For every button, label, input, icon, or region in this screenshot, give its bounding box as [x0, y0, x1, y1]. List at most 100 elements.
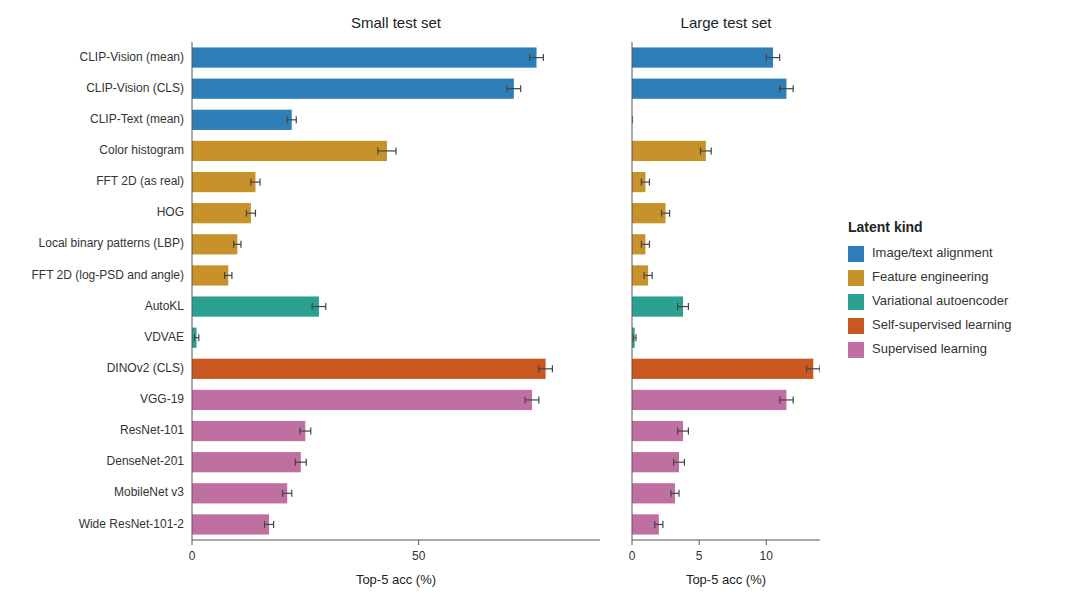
error-bar [530, 54, 544, 61]
category-label: AutoKL [145, 299, 185, 313]
legend-label: Image/text alignment [872, 245, 993, 260]
category-label: CLIP-Vision (mean) [80, 50, 184, 64]
legend-swatch [848, 318, 864, 334]
error-bar [678, 428, 689, 435]
error-bar [265, 521, 274, 528]
y-axis-line [632, 42, 633, 540]
error-bar [234, 241, 241, 248]
x-axis-line [632, 540, 820, 541]
marks [632, 47, 820, 534]
x-tick-label: 0 [629, 549, 636, 563]
category-label: DINOv2 (CLS) [107, 361, 184, 375]
error-bar [283, 490, 292, 497]
error-bar [641, 241, 649, 248]
x-axis-label: Top-5 acc (%) [686, 572, 766, 587]
error-bar [378, 147, 396, 154]
bar [192, 47, 537, 67]
legend: Latent kind Image/text alignment Feature e… [848, 219, 1011, 358]
x-tick [766, 540, 767, 545]
error-bar [225, 272, 232, 279]
bar [192, 390, 532, 410]
panel: Small test set 0 50 Top-5 acc (%) CLIP-Visio… [31, 14, 600, 587]
error-bar [655, 521, 663, 528]
x-tick [699, 540, 700, 545]
error-bar [644, 272, 652, 279]
bar [192, 110, 292, 130]
error-bar [641, 179, 649, 186]
bar [632, 47, 773, 67]
x-tick-label: 50 [412, 549, 426, 563]
error-bar [539, 365, 553, 372]
error-bar [287, 116, 296, 123]
panel: Large test set 0 5 10 Top-5 acc (%) [629, 14, 820, 587]
error-bar [300, 428, 311, 435]
bar [632, 359, 813, 379]
x-tick [418, 540, 419, 545]
legend-swatch [848, 294, 864, 310]
category-label: DenseNet-201 [107, 454, 185, 468]
error-bar [674, 459, 685, 466]
x-axis-line [192, 540, 600, 541]
category-label: MobileNet v3 [114, 485, 184, 499]
category-label: FFT 2D (as real) [96, 174, 184, 188]
error-bar [700, 147, 711, 154]
error-bar [251, 179, 260, 186]
category-label: ResNet-101 [120, 423, 184, 437]
x-tick-label: 10 [760, 549, 774, 563]
category-label: Color histogram [99, 143, 184, 157]
panel-title: Small test set [351, 14, 442, 31]
error-bar [662, 210, 670, 217]
bar [632, 483, 675, 503]
x-axis-label: Top-5 acc (%) [356, 572, 436, 587]
legend-label: Feature engineering [872, 269, 988, 284]
legend-title: Latent kind [848, 219, 923, 235]
marks [192, 47, 552, 534]
bar [192, 514, 269, 534]
bar [632, 514, 659, 534]
error-bar [671, 490, 679, 497]
legend-swatch [848, 246, 864, 262]
error-bar [766, 54, 779, 61]
category-label: HOG [157, 205, 184, 219]
bar [632, 79, 786, 99]
error-bar [633, 334, 636, 341]
error-bar [780, 396, 793, 403]
bar [632, 203, 666, 223]
error-bar [194, 334, 199, 341]
category-label: VDVAE [144, 330, 184, 344]
bar [632, 390, 786, 410]
bar [632, 452, 679, 472]
legend-swatch [848, 342, 864, 358]
bar [192, 234, 237, 254]
error-bar [678, 303, 689, 310]
bar [192, 452, 301, 472]
error-bar [295, 459, 306, 466]
bar [632, 421, 683, 441]
error-bar [780, 85, 793, 92]
bar [192, 203, 251, 223]
x-tick-label: 5 [696, 549, 703, 563]
legend-swatch [848, 270, 864, 286]
category-label: CLIP-Text (mean) [90, 112, 184, 126]
x-tick [632, 540, 633, 545]
error-bar [246, 210, 255, 217]
error-bar [525, 396, 539, 403]
x-tick [192, 540, 193, 545]
error-bar [312, 303, 326, 310]
category-label: CLIP-Vision (CLS) [86, 81, 184, 95]
legend-label: Self-supervised learning [872, 317, 1011, 332]
category-label: VGG-19 [140, 392, 184, 406]
legend-label: Variational autoencoder [872, 293, 1009, 308]
bar [192, 421, 305, 441]
error-bar [807, 365, 820, 372]
bar [192, 79, 514, 99]
x-tick-label: 0 [189, 549, 196, 563]
category-label: Local binary patterns (LBP) [39, 236, 184, 250]
chart: Small test set050Top-5 acc (%)CLIP-Visio… [0, 0, 1080, 614]
panel-title: Large test set [681, 14, 773, 31]
bar [192, 296, 319, 316]
category-label: FFT 2D (log-PSD and angle) [31, 268, 184, 282]
bar [192, 483, 287, 503]
y-axis-line [192, 42, 193, 540]
legend-label: Supervised learning [872, 341, 987, 356]
